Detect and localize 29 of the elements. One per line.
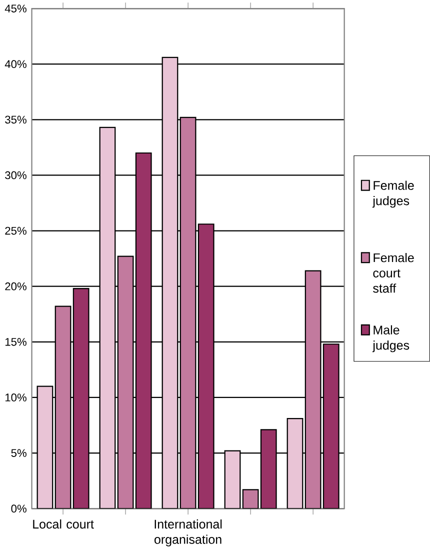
y-tick-label: 25% bbox=[5, 226, 26, 235]
y-tick-label: 45% bbox=[4, 4, 26, 12]
bar bbox=[322, 344, 340, 509]
y-tick-label: 30% bbox=[5, 171, 26, 180]
bar bbox=[198, 224, 214, 509]
bar bbox=[180, 117, 196, 509]
bar bbox=[100, 127, 116, 509]
y-tick-label: 0% bbox=[11, 504, 26, 513]
x-tick-label: International organisation bbox=[154, 519, 222, 546]
y-tick-label: 40% bbox=[4, 60, 26, 68]
legend-label: Female court staff bbox=[373, 252, 414, 293]
bar bbox=[286, 418, 304, 509]
legend-label: Female judges bbox=[372, 180, 414, 208]
y-tick-label: 10% bbox=[6, 394, 26, 402]
bar bbox=[136, 152, 152, 509]
x-tick-label: Local court bbox=[33, 519, 94, 529]
legend-label: Male judges bbox=[372, 325, 410, 352]
y-tick-label: 20% bbox=[5, 282, 26, 290]
y-tick-label: 15% bbox=[6, 338, 26, 346]
bar bbox=[304, 270, 322, 509]
bar bbox=[118, 256, 134, 509]
bar bbox=[55, 306, 71, 509]
bar bbox=[73, 288, 89, 509]
bar bbox=[37, 386, 53, 509]
bar bbox=[224, 450, 240, 509]
y-tick-label: 35% bbox=[5, 116, 26, 124]
bar bbox=[261, 430, 276, 509]
bar bbox=[162, 57, 178, 509]
y-tick-label: 5% bbox=[11, 449, 26, 457]
